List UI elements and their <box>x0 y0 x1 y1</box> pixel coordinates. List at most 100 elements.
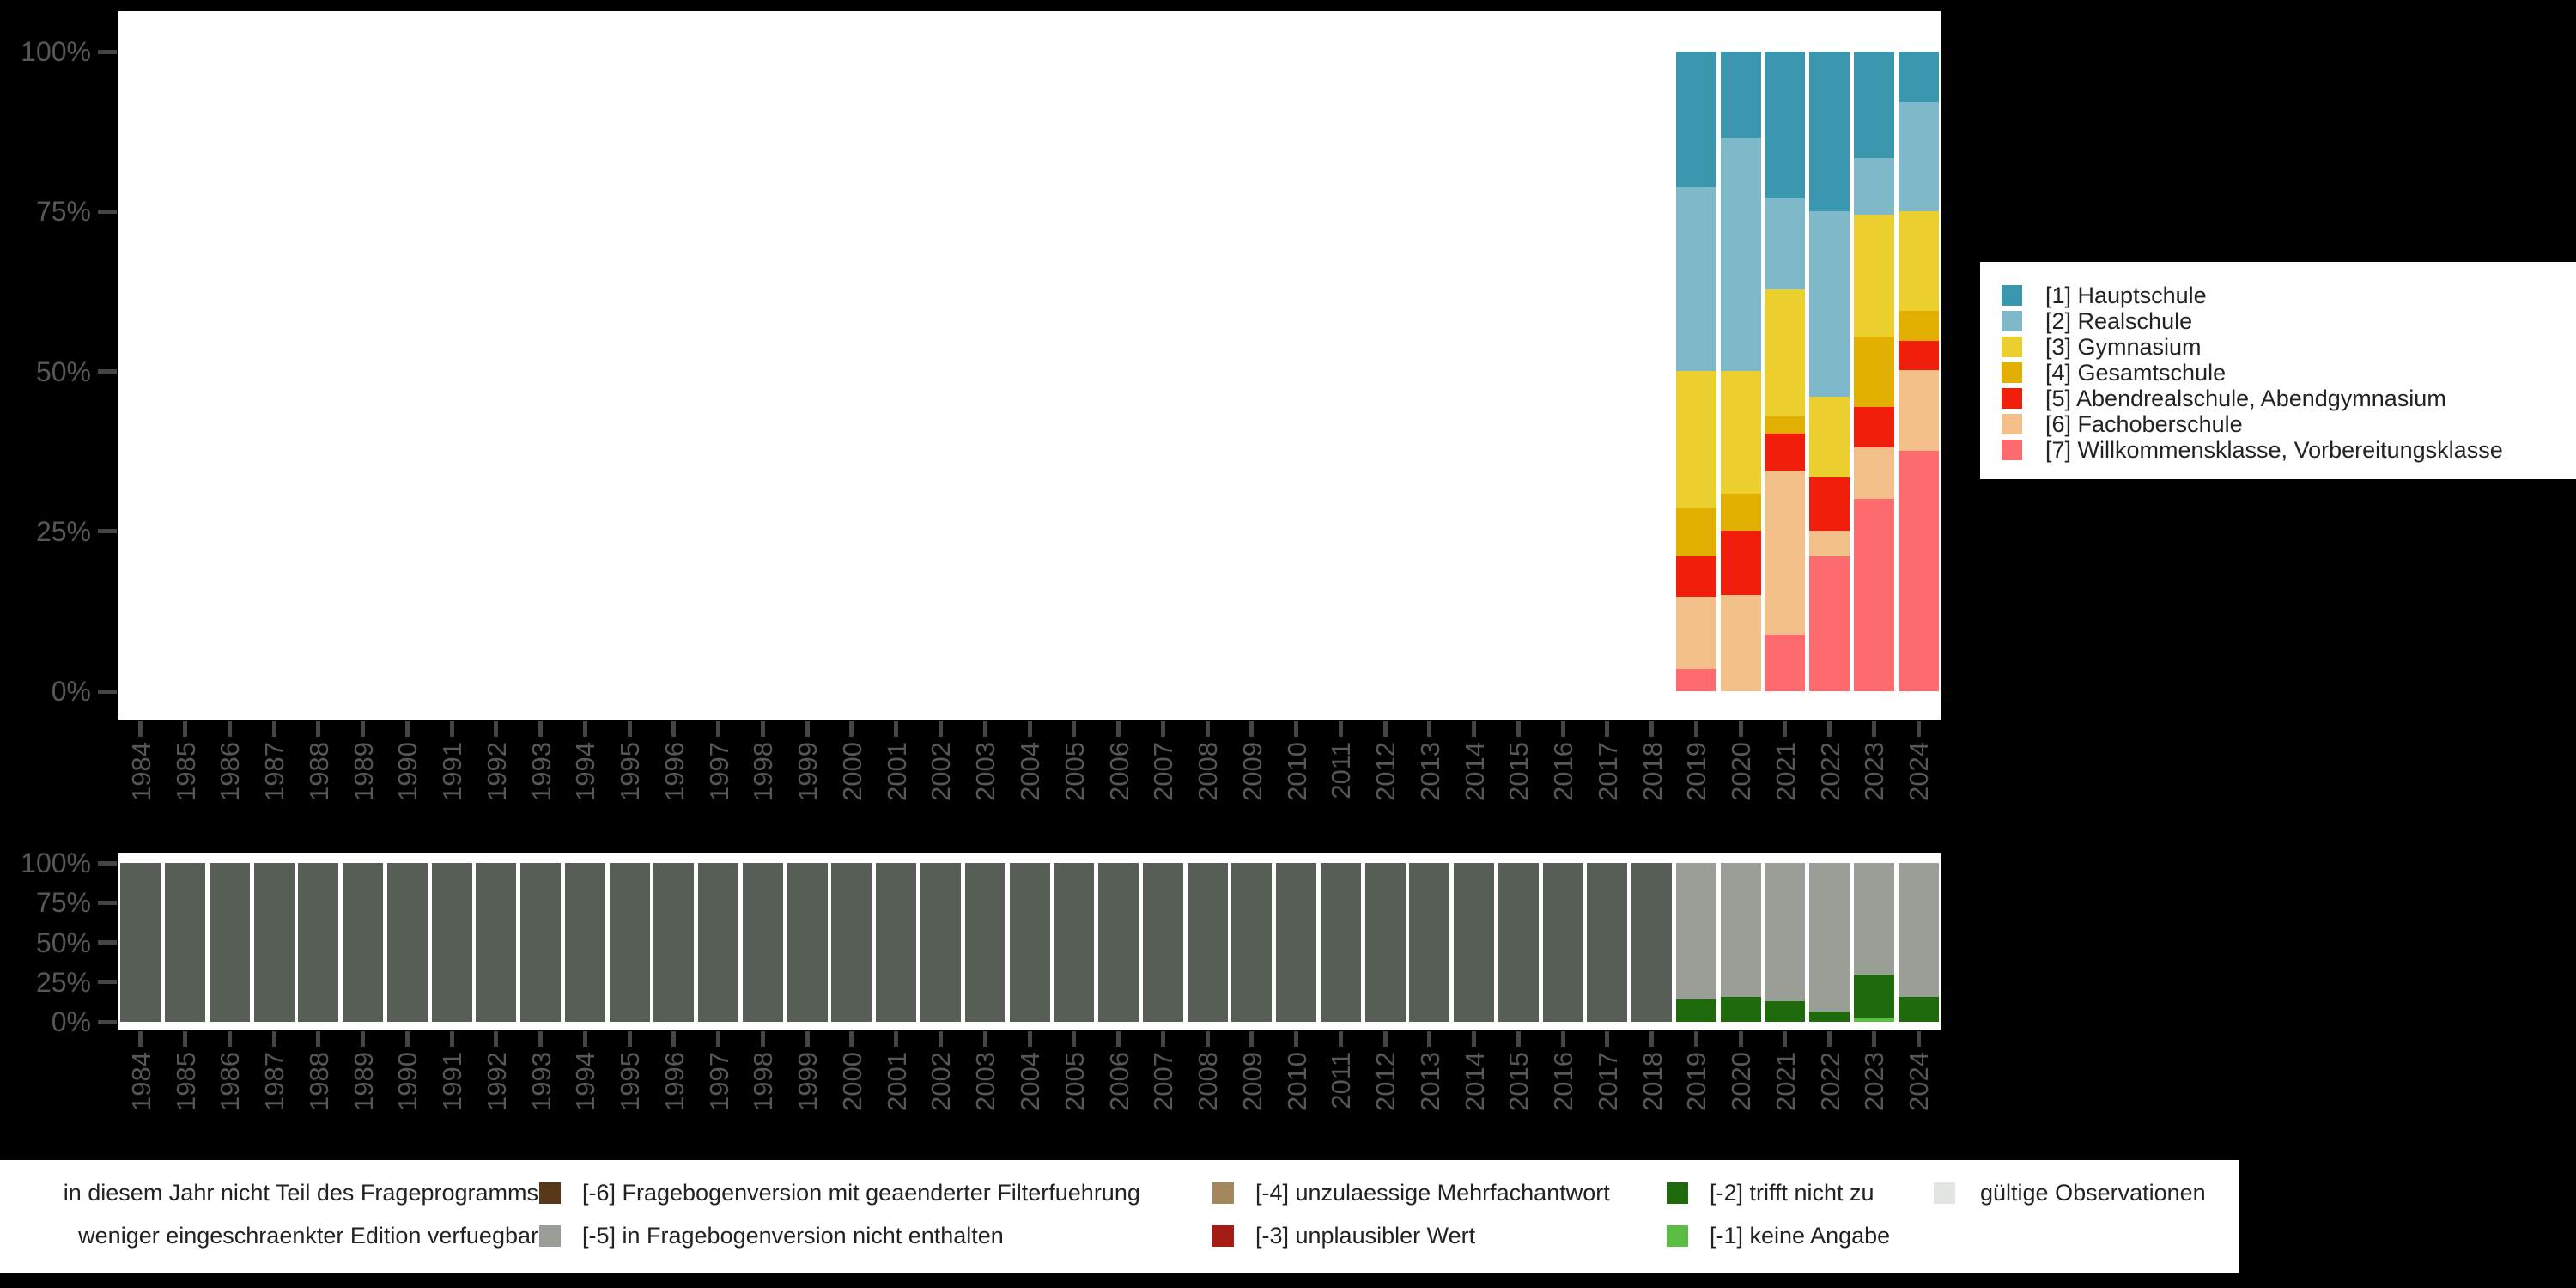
bar-segment <box>1853 157 1894 215</box>
x-axis-tick <box>316 1031 321 1047</box>
x-axis-year-label: 1989 <box>348 742 379 801</box>
stacked-bar-2015 <box>1498 863 1539 1022</box>
x-axis-tick <box>1338 721 1343 737</box>
legend-label: [7] Willkommensklasse, Vorbereitungsklas… <box>2045 436 2503 463</box>
legend-color-swatch <box>2002 388 2022 409</box>
legend-label: [-3] unplausibler Wert <box>1255 1222 1476 1249</box>
bar-segment <box>1898 863 1939 997</box>
x-axis-year-label: 1997 <box>703 742 734 801</box>
x-axis-year-label: 1998 <box>748 742 779 801</box>
stacked-bar-2012 <box>1364 863 1406 1022</box>
x-axis-tick <box>1382 1031 1388 1047</box>
x-axis-tick <box>1916 1031 1921 1047</box>
x-axis-year-label: 2011 <box>1326 742 1357 799</box>
bar-segment <box>476 863 517 1022</box>
legend-color-swatch <box>539 1224 561 1247</box>
x-axis-tick <box>1116 721 1121 737</box>
x-axis-tick <box>1294 721 1299 737</box>
bar-segment <box>564 863 605 1022</box>
bar-segment <box>1898 101 1939 212</box>
x-axis-tick <box>1605 721 1610 737</box>
x-axis-year-label: 2002 <box>926 1052 957 1111</box>
legend-label: [3] Gymnasium <box>2045 333 2202 360</box>
legend-label: [4] Gesamtschule <box>2045 359 2227 386</box>
bar-segment <box>1720 530 1761 596</box>
bar-segment <box>1720 863 1761 997</box>
legend-label: [-1] keine Angabe <box>1710 1222 1891 1249</box>
x-axis-year-label: 2017 <box>1592 742 1623 801</box>
bar-segment <box>1853 1018 1894 1022</box>
x-axis-tick <box>1783 721 1788 737</box>
x-axis-year-label: 2022 <box>1814 742 1845 801</box>
stacked-bar-2023 <box>1853 52 1894 691</box>
stacked-bar-2014 <box>1454 863 1495 1022</box>
stacked-bar-2024 <box>1898 52 1939 691</box>
stacked-bar-2021 <box>1765 52 1806 691</box>
x-axis-year-label: 1990 <box>392 742 423 801</box>
stacked-bar-2006 <box>1098 863 1139 1022</box>
x-axis-year-label: 2021 <box>1770 1052 1801 1111</box>
stacked-bar-1988 <box>298 863 339 1022</box>
x-axis-tick <box>227 721 232 737</box>
x-axis-year-label: 2013 <box>1414 1052 1445 1111</box>
x-axis-tick <box>227 1031 232 1047</box>
x-axis-year-label: 1984 <box>125 742 156 801</box>
y-axis-tick-label: 25% <box>35 966 91 998</box>
x-axis-year-label: 1985 <box>170 742 201 801</box>
x-axis-tick <box>1382 721 1388 737</box>
x-axis-tick <box>671 721 677 737</box>
bar-segment <box>1765 634 1806 691</box>
x-axis-tick <box>982 721 987 737</box>
x-axis-year-label: 2005 <box>1059 1052 1090 1111</box>
legend-label: in diesem Jahr nicht Teil des Frageprogr… <box>63 1179 538 1206</box>
bar-segment <box>253 863 295 1022</box>
x-axis-tick <box>894 1031 899 1047</box>
stacked-bar-2019 <box>1675 863 1716 1022</box>
x-axis-tick <box>361 721 366 737</box>
bar-segment <box>1765 416 1806 434</box>
x-axis-year-label: 1984 <box>125 1052 156 1111</box>
x-axis-year-label: 2021 <box>1770 742 1801 801</box>
stacked-bar-2007 <box>1142 863 1183 1022</box>
stacked-bar-2000 <box>831 863 872 1022</box>
y-axis-tick <box>98 860 117 866</box>
stacked-bar-2003 <box>964 863 1005 1022</box>
x-axis-tick <box>982 1031 987 1047</box>
bar-segment <box>1054 863 1095 1022</box>
bar-segment <box>1675 556 1716 598</box>
x-axis-year-label: 2014 <box>1459 1052 1490 1111</box>
x-axis-year-label: 1986 <box>215 742 246 801</box>
x-axis-tick <box>404 1031 410 1047</box>
x-axis-year-label: 1988 <box>303 1052 334 1111</box>
x-axis-tick <box>361 1031 366 1047</box>
x-axis-tick <box>805 1031 810 1047</box>
stacked-bar-2020 <box>1720 52 1761 691</box>
y-axis-tick <box>98 900 117 905</box>
x-axis-year-label: 1991 <box>437 742 468 801</box>
legend-label: [6] Fachoberschule <box>2045 410 2243 437</box>
x-axis-year-label: 2016 <box>1548 742 1579 801</box>
bar-segment <box>1765 52 1806 198</box>
legend-label: weniger eingeschraenkter Edition verfueg… <box>78 1222 538 1249</box>
x-axis-year-label: 2015 <box>1504 742 1534 801</box>
y-axis-tick-label: 100% <box>21 848 91 878</box>
stacked-bar-2023 <box>1853 863 1894 1022</box>
x-axis-tick <box>1072 1031 1077 1047</box>
x-axis-year-label: 2016 <box>1548 1052 1579 1111</box>
x-axis-year-label: 1999 <box>793 742 823 801</box>
stacked-bar-1997 <box>698 863 739 1022</box>
stacked-bar-1986 <box>209 863 250 1022</box>
bar-segment <box>876 863 917 1022</box>
x-axis-year-label: 1991 <box>437 1052 468 1111</box>
x-axis-tick <box>1160 721 1165 737</box>
x-axis-tick <box>1027 1031 1032 1047</box>
bar-segment <box>1720 137 1761 371</box>
bar-segment <box>1898 211 1939 312</box>
bar-segment <box>831 863 872 1022</box>
y-axis-tick-label: 50% <box>35 927 91 958</box>
legend-row: [6] Fachoberschule <box>1980 411 2576 437</box>
legend-color-swatch <box>2002 311 2022 331</box>
legend-label: [5] Abendrealschule, Abendgymnasium <box>2045 385 2446 411</box>
bar-segment <box>431 863 472 1022</box>
bar-segment <box>1898 369 1939 451</box>
